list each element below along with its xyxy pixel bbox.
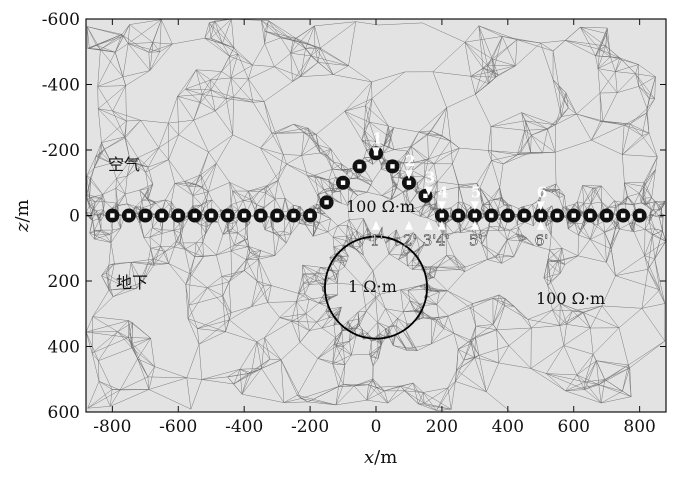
- station-arrow-bottom-3: [424, 220, 433, 230]
- electrode-right-7: [555, 213, 560, 218]
- station-arrow-top-5: [470, 201, 479, 211]
- station-label-top-6: 6: [537, 183, 547, 201]
- electrode-left-5: [192, 213, 197, 218]
- station-label-bottom-3: 3': [423, 232, 437, 250]
- electrode-left-1: [126, 213, 132, 218]
- electrode-left-2: [143, 213, 148, 218]
- station-arrow-top-3: [424, 186, 433, 196]
- x-tick-label-8: 800: [623, 417, 655, 437]
- electrode-right-5: [522, 213, 527, 218]
- electrode-layer: 1 1' 2 2' 3 3' 4 4' 5 5' 6 6': [105, 129, 647, 340]
- electrode-ridge-6: [423, 193, 428, 199]
- electrode-left-10: [274, 213, 280, 218]
- ground-resistivity-label: 100 Ω·m: [536, 289, 605, 308]
- station-label-bottom-5: 5': [469, 232, 483, 250]
- x-tick-label-7: 600: [558, 417, 590, 437]
- x-tick-label-6: 400: [492, 417, 524, 437]
- station-label-top-5: 5: [471, 183, 481, 201]
- x-tick-label-5: 200: [426, 417, 458, 437]
- station-label-top-3: 3: [425, 169, 435, 187]
- electrode-ridge-2: [357, 164, 362, 169]
- electrode-left-4: [176, 213, 181, 218]
- axes: -800 -600 -400 -200 0 200 400 600 800 -600 -400 -20…: [42, 10, 666, 437]
- electrode-left-7: [225, 213, 230, 218]
- electrode-left-9: [258, 213, 263, 218]
- electrode-ridge-5: [406, 180, 412, 185]
- y-tick-label-6: 600: [48, 403, 80, 423]
- electrode-ridge-0: [324, 200, 329, 205]
- electrode-right-10: [604, 213, 609, 218]
- station-arrow-bottom-5: [470, 220, 479, 230]
- station-label-bottom-2: 2': [403, 232, 417, 250]
- anomaly-circle: [324, 235, 428, 340]
- electrode-right-8: [571, 213, 576, 218]
- y-tick-label-0: -600: [42, 10, 80, 30]
- electrode-ridge-4: [390, 164, 395, 169]
- electrode-right-2: [472, 213, 478, 218]
- y-tick-label-2: -200: [42, 141, 80, 161]
- air-resistivity-label: 100 Ω·m: [346, 197, 415, 216]
- y-tick-label-4: 200: [48, 272, 80, 292]
- x-tick-label-1: -600: [159, 417, 197, 437]
- electrode-right-1: [456, 213, 461, 218]
- station-label-bottom-1: 1': [370, 232, 384, 250]
- station-arrow-top-2: [404, 170, 413, 180]
- x-tick-label-3: -200: [291, 417, 329, 437]
- station-label-top-2: 2: [405, 152, 415, 170]
- electrode-right-4: [505, 213, 511, 218]
- electrode-ridge-1: [340, 180, 346, 185]
- x-tick-label-4: 0: [371, 417, 382, 437]
- electrode-right-3: [489, 213, 494, 218]
- ground-label: 地下: [116, 273, 148, 292]
- y-tick-label-3: 0: [69, 207, 80, 227]
- electrode-left-12: [307, 213, 313, 218]
- x-tick-label-2: -400: [225, 417, 263, 437]
- station-label-top-4: 4: [438, 183, 448, 201]
- electrode-left-3: [159, 213, 164, 218]
- electrode-left-8: [241, 213, 247, 218]
- electrode-right-6: [538, 213, 543, 218]
- station-arrow-bottom-1: [372, 220, 380, 230]
- station-arrow-bottom-4: [437, 220, 446, 230]
- y-tick-label-5: 400: [48, 338, 80, 358]
- station-label-bottom-4: 4': [436, 232, 450, 250]
- y-axis-label: z/m: [12, 199, 33, 233]
- electrode-right-9: [588, 213, 593, 218]
- x-axis-label: x/m: [364, 447, 397, 468]
- electrode-right-12: [637, 213, 642, 218]
- station-arrow-top-4: [437, 201, 446, 211]
- electrode-left-6: [209, 213, 214, 218]
- station-label-top-1: 1: [372, 129, 382, 147]
- electrode-left-11: [291, 213, 296, 218]
- y-tick-label-1: -400: [42, 76, 80, 96]
- electrode-right-11: [620, 213, 626, 218]
- electrode-left-0: [110, 213, 115, 218]
- station-label-bottom-6: 6': [535, 232, 549, 250]
- air-label: 空气: [108, 155, 140, 174]
- station-arrow-bottom-6: [536, 220, 545, 230]
- station-arrow-top-6: [536, 201, 545, 211]
- anomaly-resistivity-label: 1 Ω·m: [348, 277, 397, 296]
- station-arrow-bottom-2: [404, 220, 413, 230]
- x-tick-label-0: -800: [93, 417, 131, 437]
- station-arrow-top-1: [372, 147, 380, 157]
- electrode-right-0: [439, 213, 445, 218]
